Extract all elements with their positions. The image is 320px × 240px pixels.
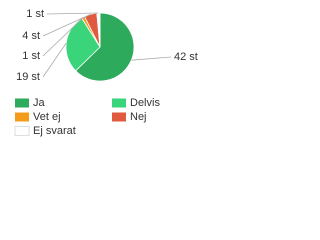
legend-swatch: [15, 98, 29, 108]
legend-swatch: [15, 112, 29, 122]
pie-slice: [65, 17, 101, 72]
data-label: 4 st: [22, 30, 40, 42]
data-label: 42 st: [174, 51, 198, 63]
chart: 42 st 19 st 1 st 4 st 1 st Ja Delvis Vet ej Nej E…: [14, 8, 198, 137]
legend-swatch: [112, 112, 126, 122]
leader-line: [131, 56, 172, 61]
data-label: 1 st: [22, 50, 40, 62]
legend-label: Vet ej: [33, 111, 61, 123]
data-label: 1 st: [26, 8, 44, 20]
legend-label: Delvis: [130, 97, 160, 109]
leader-line: [42, 17, 84, 57]
data-label: 19 st: [16, 71, 40, 83]
leader-line: [42, 13, 91, 37]
legend-label: Ja: [33, 97, 46, 109]
leader-line: [46, 12, 99, 15]
legend-label: Nej: [130, 111, 147, 123]
legend-label: Ej svarat: [33, 125, 76, 137]
leader-line: [42, 42, 67, 78]
pie-slice: [75, 12, 135, 82]
legend-swatch: [112, 98, 126, 108]
legend-swatch: [14, 126, 30, 136]
